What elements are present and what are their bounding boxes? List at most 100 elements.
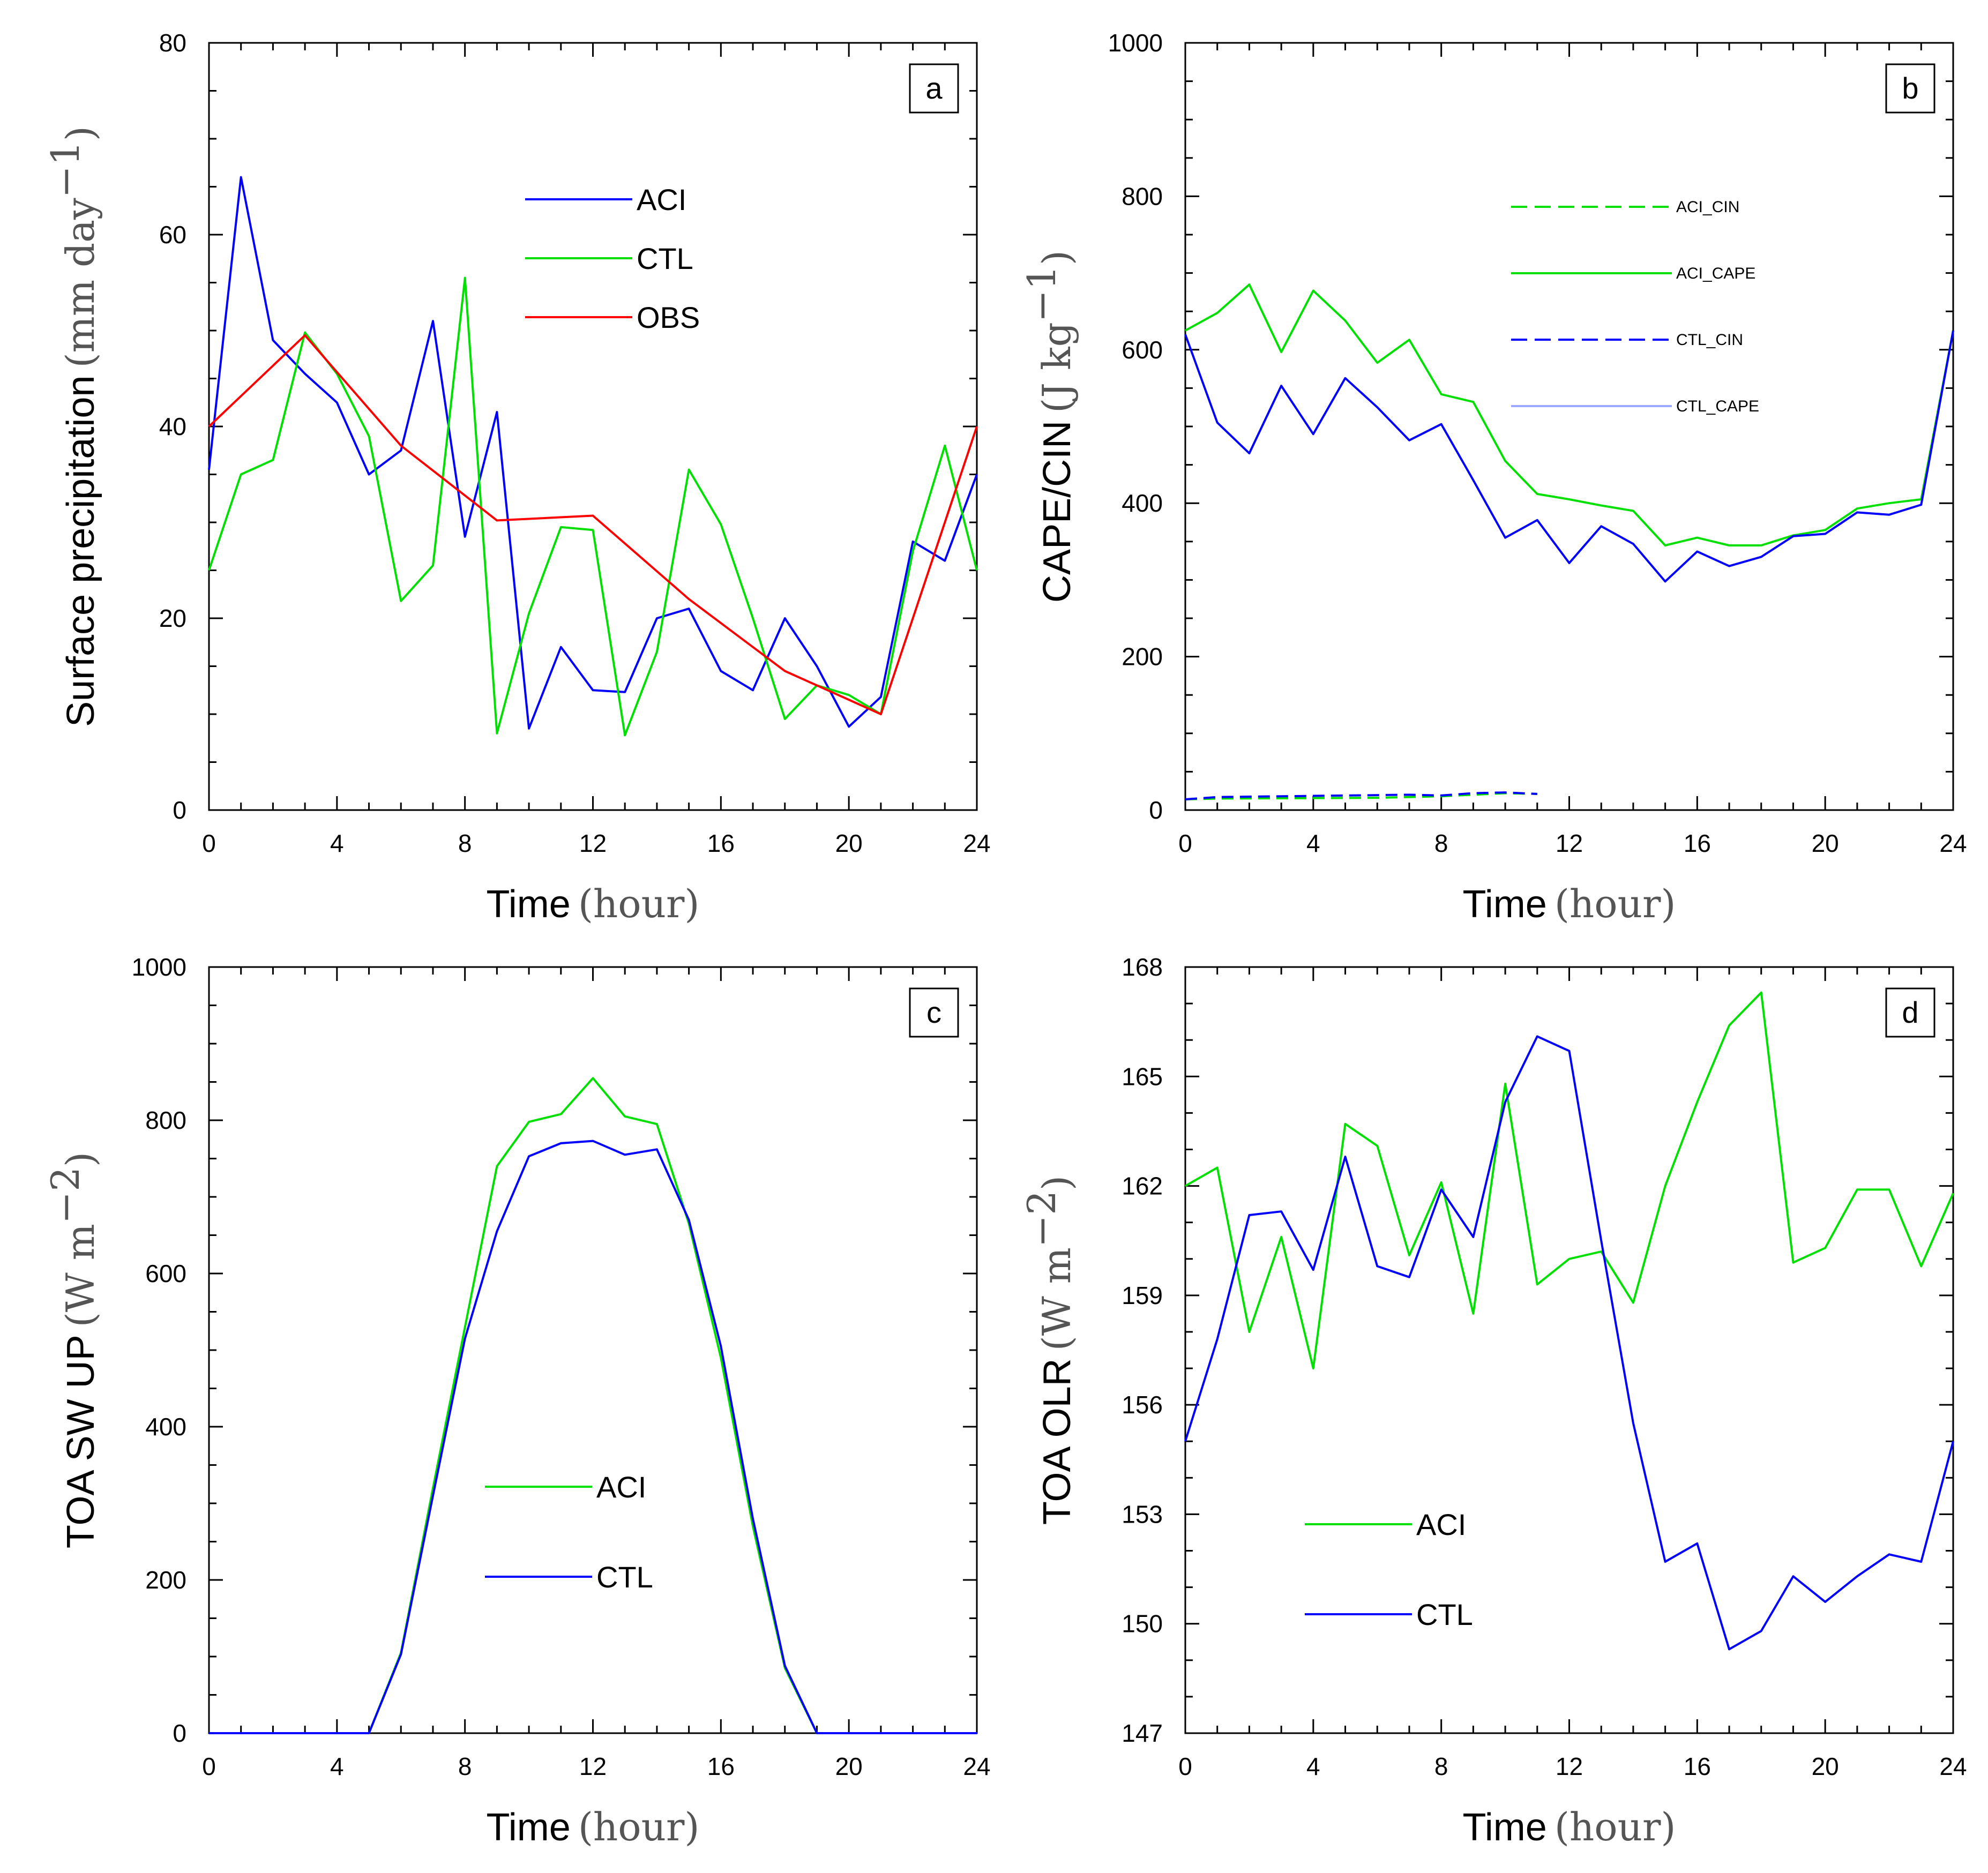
y-tick-label: 1000 — [1108, 29, 1163, 57]
y-axis-label: TOA OLR — [1036, 1358, 1079, 1525]
y-unit-open-paren: ( — [1034, 1336, 1079, 1351]
series-ctl — [208, 276, 978, 737]
x-tick-label: 8 — [1434, 1752, 1448, 1780]
y-tick-label: 153 — [1122, 1500, 1163, 1528]
x-axis-title: Time (hour) — [486, 1804, 699, 1849]
y-tick-label: 1000 — [132, 953, 186, 981]
x-tick-label: 8 — [458, 829, 472, 857]
y-unit-open-paren: ( — [1034, 398, 1079, 413]
x-tick-label: 8 — [1434, 829, 1448, 857]
y-axis-unit-exponent: −1 — [1019, 265, 1064, 322]
x-tick-label: 0 — [202, 1752, 216, 1780]
legend: ACI CTL — [485, 1470, 653, 1594]
y-axis-title: CAPE/CIN (J kg−1) — [1019, 250, 1079, 603]
x-tick-label: 20 — [835, 1752, 863, 1780]
y-axis-unit: mm day — [58, 198, 103, 353]
legend-label: ACI — [1416, 1508, 1466, 1541]
x-tick-label: 16 — [1684, 829, 1711, 857]
y-tick-label: 80 — [159, 29, 186, 57]
x-tick-label: 20 — [835, 829, 863, 857]
x-tick-label: 4 — [1306, 829, 1320, 857]
x-tick-label: 16 — [707, 829, 735, 857]
legend-label: CTL — [637, 242, 693, 275]
x-unit-close-paren: ) — [684, 1804, 699, 1849]
y-tick-label: 162 — [1122, 1172, 1163, 1200]
y-tick-label: 600 — [1122, 336, 1163, 364]
y-tick-label: 147 — [1122, 1719, 1163, 1747]
x-tick-label: 24 — [963, 829, 990, 857]
x-axis-unit: hour — [1570, 881, 1661, 926]
x-axis-title: Time (hour) — [1462, 1804, 1676, 1849]
x-unit-close-paren: ) — [684, 881, 699, 926]
y-unit-close-paren: ) — [58, 126, 103, 141]
legend-label: CTL — [596, 1560, 653, 1594]
panel-label: a — [925, 71, 943, 105]
y-unit-open-paren: ( — [58, 353, 103, 368]
x-tick-label: 0 — [202, 829, 216, 857]
series-obs — [208, 334, 978, 715]
y-tick-label: 800 — [1122, 182, 1163, 210]
legend-label: ACI — [637, 183, 686, 216]
x-axis-label: Time — [486, 1806, 570, 1849]
panel-label: d — [1902, 995, 1918, 1029]
panel-label-box — [909, 987, 959, 1038]
y-axis-label: Surface precipitation — [59, 376, 102, 727]
series-ctl-cin — [1185, 791, 1537, 800]
y-axis-unit-exponent: −2 — [1019, 1190, 1064, 1247]
panel-b: 0 4 8 12 16 20 24 0 200 400 600 800 1000 Time (hour) CA… — [1019, 29, 1967, 926]
y-axis-label: CAPE/CIN — [1036, 421, 1079, 603]
x-axis-title: Time (hour) — [1462, 881, 1676, 926]
x-unit-open-paren: ( — [1554, 1804, 1570, 1849]
panel-label: c — [926, 995, 941, 1029]
y-tick-label: 165 — [1122, 1062, 1163, 1090]
x-tick-label: 24 — [1939, 1752, 1967, 1780]
x-tick-label: 24 — [1939, 829, 1967, 857]
x-tick-label: 8 — [458, 1752, 472, 1780]
x-tick-label: 4 — [1306, 1752, 1320, 1780]
series-aci — [1185, 991, 1954, 1369]
x-tick-label: 20 — [1812, 829, 1839, 857]
x-unit-open-paren: ( — [578, 1804, 593, 1849]
x-axis-title: Time (hour) — [486, 881, 699, 926]
legend-label: ACI_CAPE — [1676, 265, 1755, 282]
x-tick-label: 16 — [1684, 1752, 1711, 1780]
y-tick-label: 0 — [173, 1719, 186, 1747]
y-unit-close-paren: ) — [1034, 250, 1079, 265]
panel-d: 0 4 8 12 16 20 24147150153156159162165168Time(… — [1019, 953, 1967, 1849]
y-tick-label: 156 — [1122, 1391, 1163, 1419]
series-aci — [208, 176, 978, 730]
panel-label-box — [1885, 63, 1935, 114]
y-tick-label: 400 — [1122, 489, 1163, 517]
x-tick-label: 16 — [707, 1752, 735, 1780]
x-axis-unit: hour — [1570, 1804, 1661, 1849]
y-axis-title: TOA OLR (W m−2) — [1019, 1175, 1079, 1525]
x-axis-unit: hour — [593, 881, 685, 926]
x-tick-label: 4 — [330, 1752, 344, 1780]
y-tick-label: 600 — [145, 1260, 186, 1287]
y-axis-unit: W m — [1034, 1247, 1079, 1336]
y-tick-label: 200 — [1122, 643, 1163, 671]
y-tick-label: 20 — [159, 604, 186, 632]
x-tick-label: 12 — [1556, 829, 1583, 857]
y-tick-label: 200 — [145, 1566, 186, 1594]
legend: ACI_CIN ACI_CAPE CTL_CIN CTL_CAPE — [1511, 198, 1759, 415]
series-ctl-cape — [1184, 330, 1954, 583]
y-tick-label: 400 — [145, 1413, 186, 1441]
legend-label: CTL_CAPE — [1676, 398, 1759, 415]
y-axis-unit-exponent: −2 — [43, 1167, 88, 1224]
y-axis-unit-exponent: −1 — [43, 141, 88, 198]
x-tick-label: 0 — [1178, 829, 1192, 857]
x-unit-open-paren: ( — [578, 881, 593, 926]
legend-label: ACI_CIN — [1676, 198, 1739, 216]
y-axis-title: Surface precipitation (mm day−1) — [43, 126, 103, 727]
x-axis-label: Time — [1462, 1806, 1546, 1849]
series-ctl — [208, 1140, 977, 1734]
y-tick-label: 0 — [1149, 796, 1163, 824]
legend-label: OBS — [637, 301, 700, 334]
y-axis-title: TOA SW UP (W m−2) — [43, 1152, 103, 1548]
legend-label: CTL — [1416, 1598, 1473, 1631]
series-ctl — [1184, 1035, 1954, 1651]
